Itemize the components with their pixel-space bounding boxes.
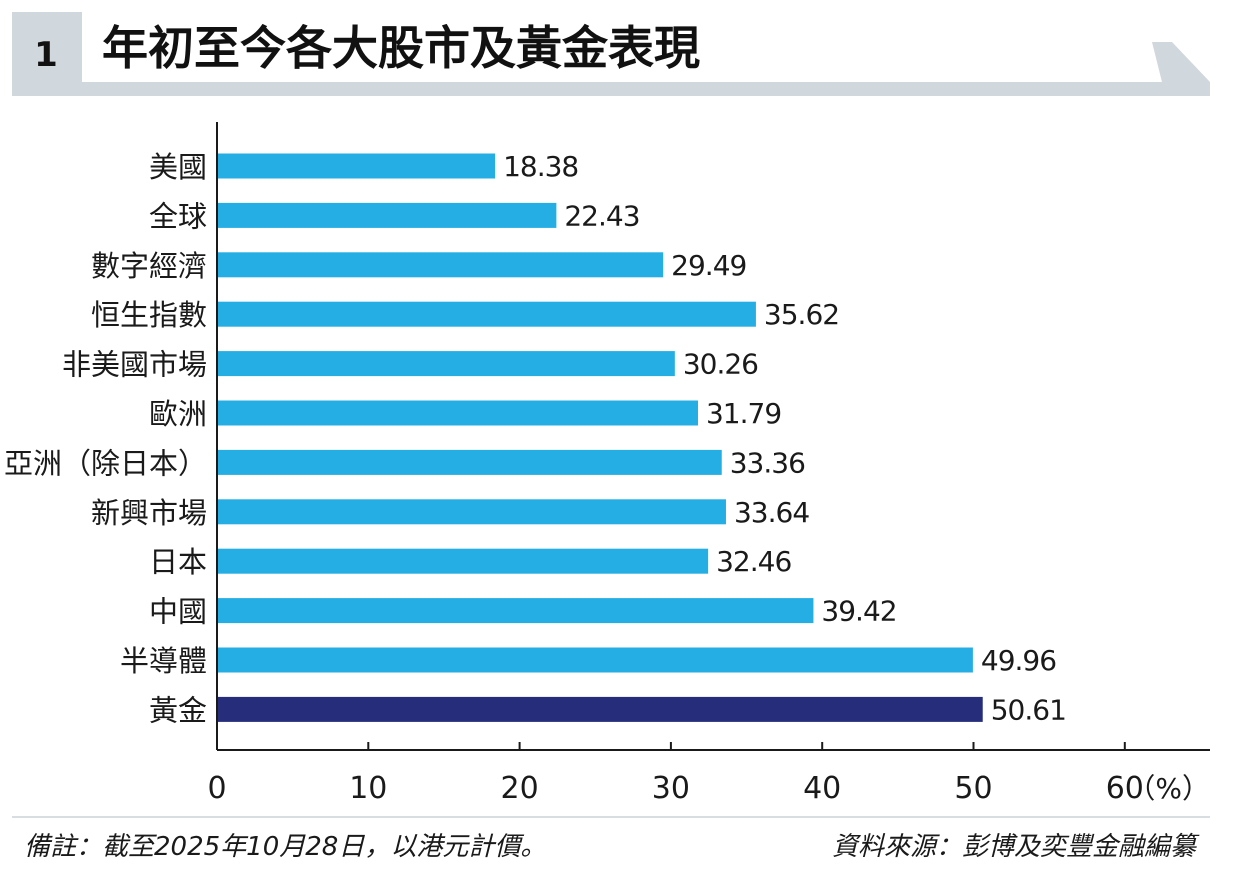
bar [217,301,756,327]
bar [217,202,557,228]
x-tick-label: 60 [1106,771,1144,806]
category-label: 美國 [149,150,207,184]
category-label: 日本 [149,545,207,579]
footer-divider [12,816,1210,818]
bar [217,252,664,278]
category-label: 數字經濟 [91,249,207,283]
value-label: 50.61 [991,693,1066,726]
bar [217,351,675,377]
footnote: 備註：截至2025年10月28日，以港元計價。 [24,832,547,862]
header-tab-corner [1152,42,1210,82]
category-label: 恒生指數 [91,298,207,332]
category-label: 歐洲 [149,397,207,431]
bar [217,696,983,722]
figure-number: 1 [34,35,58,75]
value-label: 18.38 [503,150,578,183]
category-label: 非美國市場 [62,348,207,382]
category-label: 亞洲（除日本） [4,446,207,480]
header-underline [82,82,1210,96]
category-label: 中國 [149,595,207,629]
bar [217,647,973,673]
x-tick-label: 10 [349,771,387,806]
value-label: 30.26 [683,348,758,381]
source-note: 資料來源：彭博及奕豐金融編纂 [831,832,1196,862]
bar [217,598,814,624]
value-label: 31.79 [706,397,781,430]
value-label: 49.96 [981,644,1056,677]
bar [217,449,722,475]
value-label: 39.42 [821,595,896,628]
x-tick-label: 20 [501,771,539,806]
value-label: 32.46 [716,545,791,578]
bar [217,499,726,525]
value-label: 33.64 [734,496,809,529]
chart-title: 年初至今各大股市及黃金表現 [102,21,700,75]
bar [217,153,496,179]
category-label: 半導體 [120,644,207,678]
category-label: 全球 [149,199,207,233]
x-tick-label: 50 [954,771,992,806]
header-band: 1 年初至今各大股市及黃金表現 [12,12,1210,96]
bar [217,548,709,574]
x-tick-label: 0 [207,771,226,806]
x-tick-label: 30 [652,771,690,806]
value-label: 29.49 [671,249,746,282]
x-unit-label: （%） [1127,772,1210,805]
value-label: 35.62 [764,298,839,331]
x-tick-label: 40 [803,771,841,806]
bar [217,400,698,426]
value-label: 33.36 [730,446,805,479]
value-label: 22.43 [564,199,639,232]
category-label: 黃金 [149,693,207,727]
category-label: 新興市場 [91,496,207,530]
figure-number-box [12,12,82,96]
